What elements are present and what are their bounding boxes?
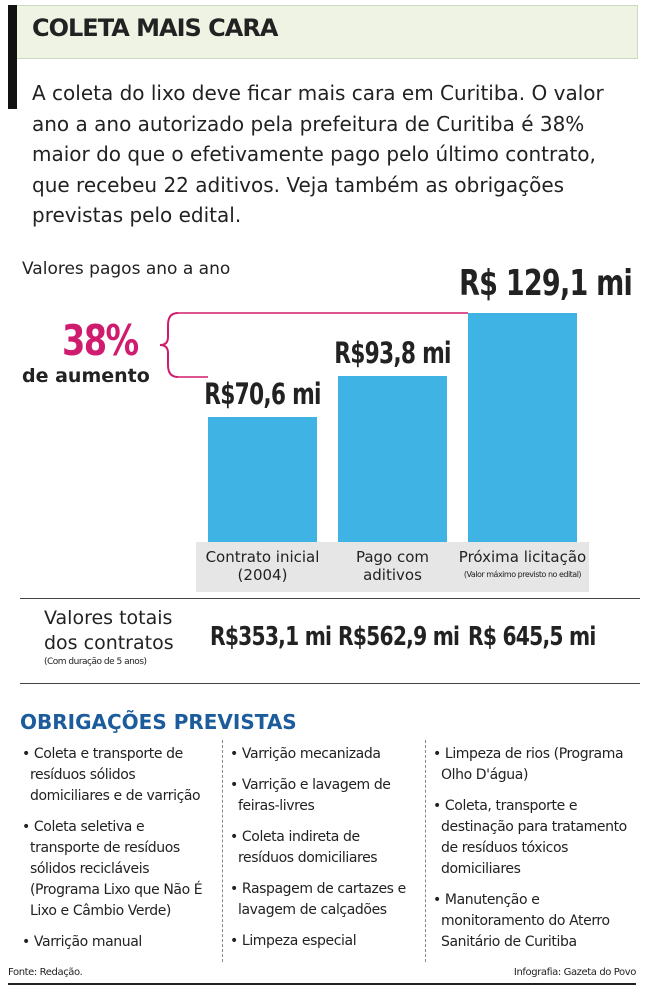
annotation-value: 38% [62,316,139,365]
separator [425,740,426,962]
totals-label: Valores totais dos contratos [44,607,174,654]
obligation-column: Varrição mecanizada Varrição e lavagem de… [230,744,415,962]
total-value: R$353,1 mi [210,622,332,652]
separator [222,740,223,962]
header-box [16,5,638,59]
source: Fonte: Redação. [8,967,83,978]
x-tick-label: Pago com aditivos [355,548,430,584]
category-box: Contrato inicial (2004) [196,542,329,592]
obligation-item: Coleta indireta de resíduos domiciliares [230,827,415,869]
obligation-column: Limpeza de rios (Programa Olho D'água) Co… [433,744,633,963]
annotation-label: de aumento [22,365,150,387]
value-label: R$70,6 mi [204,376,321,411]
obligation-item: Coleta, transporte e destinação para tra… [433,796,633,880]
chart-title: Valores pagos ano a ano [22,259,231,279]
rule [20,683,640,684]
obligation-item: Varrição mecanizada [230,744,415,765]
obligation-item: Coleta e transporte de resíduos sólidos … [22,744,212,807]
bottom-rule [8,983,636,985]
intro: A coleta do lixo deve ficar mais cara em… [32,81,604,227]
category-note: (Valor máximo previsto no edital) [463,570,582,579]
brace [159,312,179,378]
bar [208,416,317,542]
obligation-item: Varrição e lavagem de feiras-livres [230,775,415,817]
bar [338,375,447,542]
total-value: R$ 645,5 mi [468,622,596,652]
value-label: R$93,8 mi [334,335,451,370]
category-box: Próxima licitação (Valor máximo previsto … [456,542,589,592]
obligation-item: Manutenção e monitoramento do Aterro San… [433,890,633,953]
obligation-item: Coleta seletiva e transporte de resíduos… [22,817,212,922]
obligation-item: Varrição manual [22,932,212,953]
obligation-column: Coleta e transporte de resíduos sólidos … [22,744,212,963]
x-tick-label: Contrato inicial (2004) [205,548,320,584]
value-label: R$ 129,1 mi [459,262,633,304]
category-box: Pago com aditivos [326,542,459,592]
x-tick-label: Próxima licitação [458,548,587,566]
rule [20,598,640,599]
bar [468,312,577,542]
header-bar [8,5,17,109]
credit: Infografia: Gazeta do Povo [513,967,636,978]
totals-note: (Com duração de 5 anos) [44,657,147,667]
obligation-item: Raspagem de cartazes e lavagem de calçad… [230,879,415,921]
obligation-item: Limpeza especial [230,931,415,952]
total-value: R$562,9 mi [338,622,460,652]
section-title: OBRIGAÇÕES PREVISTAS [20,710,297,734]
annotation-lines [159,312,468,378]
title: COLETA MAIS CARA [32,14,278,42]
obligation-item: Limpeza de rios (Programa Olho D'água) [433,744,633,786]
